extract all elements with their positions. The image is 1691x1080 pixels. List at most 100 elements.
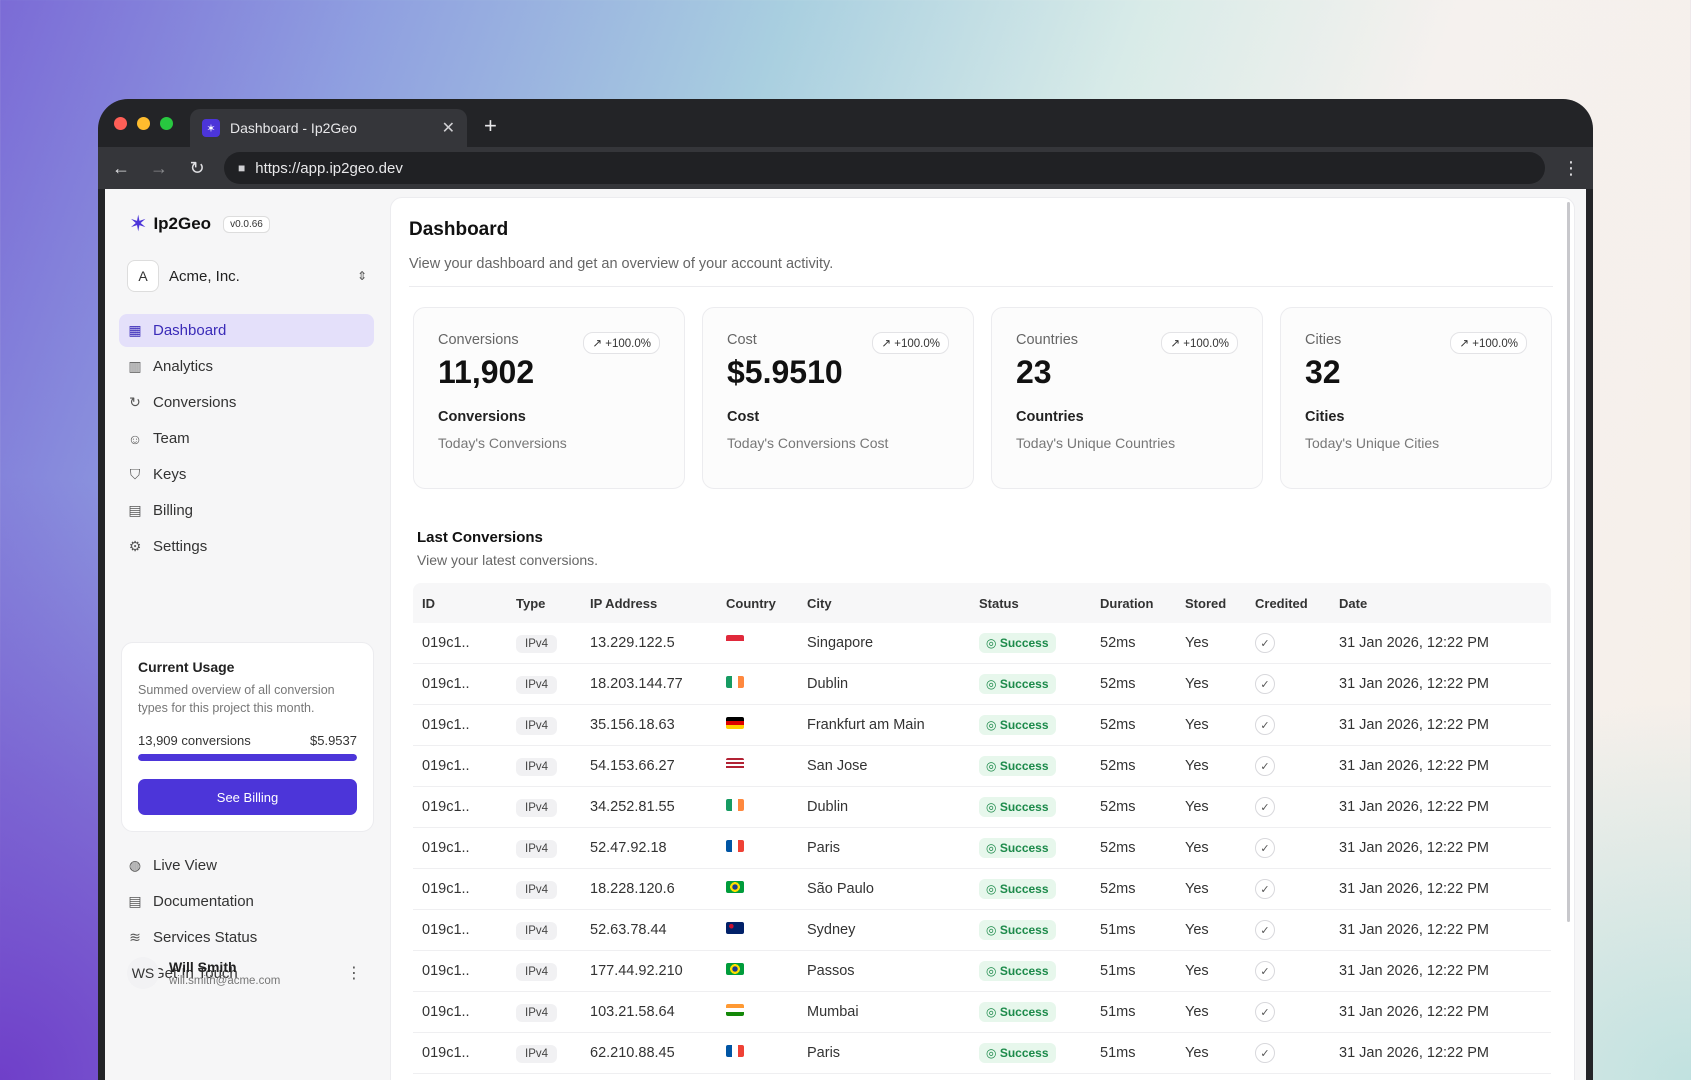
org-name: Acme, Inc. — [169, 267, 240, 285]
sidebar-item-documentation[interactable]: ▤ Documentation — [119, 885, 374, 918]
cell-country — [726, 758, 807, 774]
chevron-updown-icon: ⇕ — [356, 269, 367, 283]
cell-credited: ✓ — [1255, 1043, 1339, 1063]
cell-id: 019c1.. — [422, 1045, 470, 1061]
cell-date: 31 Jan 2026, 12:22 PM — [1339, 1045, 1489, 1061]
status-badge: ◎ Success — [979, 715, 1056, 735]
column-header-status[interactable]: Status — [979, 595, 1019, 611]
sidebar-item-billing[interactable]: ▤ Billing — [119, 494, 374, 527]
status-badge: ◎ Success — [979, 879, 1056, 899]
usage-card: Current Usage Summed overview of all con… — [121, 642, 374, 832]
type-badge: IPv4 — [516, 1004, 558, 1022]
table-row[interactable]: 019c1.. IPv4 18.228.120.6 São Paulo ◎ Succes… — [413, 869, 1551, 910]
sidebar-item-dashboard[interactable]: ▦ Dashboard — [119, 314, 374, 347]
usage-progress-fill — [138, 754, 357, 761]
cell-stored: Yes — [1185, 922, 1209, 938]
table-row[interactable]: 019c1.. IPv4 52.47.92.18 Paris ◎ Success 52ms… — [413, 828, 1551, 869]
column-header-date[interactable]: Date — [1339, 595, 1368, 611]
cell-city: Paris — [807, 1045, 841, 1061]
table-row[interactable]: 019c1.. IPv4 18.203.144.77 Dublin ◎ Success 5… — [413, 664, 1551, 705]
maximize-window-button[interactable] — [160, 117, 173, 130]
minimize-window-button[interactable] — [137, 117, 150, 130]
table-row[interactable]: 019c1.. IPv4 103.21.58.64 Mumbai ◎ Success 51… — [413, 992, 1551, 1033]
column-header-country[interactable]: Country — [726, 595, 776, 611]
sidebar-item-live-view[interactable]: ◍ Live View — [119, 849, 374, 882]
users-icon: ☺ — [127, 430, 143, 447]
conversions-table: ID Type IP Address Country City Status Duratio… — [413, 583, 1551, 1074]
cell-duration: 52ms — [1100, 881, 1136, 897]
flag-au-icon — [726, 922, 744, 934]
column-header-ip-address[interactable]: IP Address — [590, 595, 658, 611]
cell-id: 019c1.. — [422, 799, 470, 815]
cell-credited: ✓ — [1255, 838, 1339, 858]
stat-description: Today's Unique Countries — [1016, 435, 1176, 451]
table-row[interactable]: 019c1.. IPv4 62.210.88.45 Paris ◎ Success 51m… — [413, 1033, 1551, 1074]
sidebar-item-label: Dashboard — [153, 322, 227, 339]
sidebar-item-label: Live View — [153, 857, 217, 874]
sidebar-item-analytics[interactable]: ▥ Analytics — [119, 350, 374, 383]
trend-badge: ↗ +100.0% — [1161, 332, 1238, 354]
table-row[interactable]: 019c1.. IPv4 54.153.66.27 San Jose ◎ Success… — [413, 746, 1551, 787]
sidebar-item-team[interactable]: ☺ Team — [119, 422, 374, 455]
column-header-city[interactable]: City — [807, 595, 832, 611]
divider — [409, 286, 1553, 287]
close-tab-icon[interactable]: ✕ — [441, 120, 455, 137]
new-tab-button[interactable]: + — [484, 113, 497, 138]
column-header-credited[interactable]: Credited — [1255, 595, 1308, 611]
sidebar-item-keys[interactable]: ⛉ Keys — [119, 458, 374, 491]
see-billing-button[interactable]: See Billing — [138, 779, 357, 815]
status-label: Success — [999, 759, 1049, 773]
table-row[interactable]: 019c1.. IPv4 13.229.122.5 Singapore ◎ Succes… — [413, 623, 1551, 664]
type-badge: IPv4 — [516, 840, 558, 858]
section-subtitle: View your latest conversions. — [417, 552, 599, 568]
browser-tab[interactable]: ✶ Dashboard - Ip2Geo ✕ — [190, 109, 467, 147]
cell-date: 31 Jan 2026, 12:22 PM — [1339, 676, 1489, 692]
stat-value: $5.9510 — [727, 354, 843, 390]
cell-city: Frankfurt am Main — [807, 717, 925, 733]
usage-title: Current Usage — [138, 659, 235, 675]
cell-status: ◎ Success — [979, 1043, 1100, 1063]
status-label: Success — [999, 718, 1049, 732]
status-badge: ◎ Success — [979, 674, 1056, 694]
cell-date: 31 Jan 2026, 12:22 PM — [1339, 881, 1489, 897]
cell-stored: Yes — [1185, 881, 1209, 897]
status-label: Success — [999, 964, 1049, 978]
back-button[interactable]: ← — [112, 157, 130, 178]
trend-badge: ↗ +100.0% — [872, 332, 949, 354]
more-vertical-icon[interactable]: ⋮ — [346, 965, 362, 982]
type-badge: IPv4 — [516, 963, 558, 981]
table-row[interactable]: 019c1.. IPv4 177.44.92.210 Passos ◎ Success 5… — [413, 951, 1551, 992]
type-badge: IPv4 — [516, 799, 558, 817]
column-header-type[interactable]: Type — [516, 595, 546, 611]
brand[interactable]: ✶ Ip2Geo v0.0.66 — [129, 211, 270, 237]
user-menu[interactable]: WS Will Smith will.smith@acme.com ⋮ — [127, 957, 362, 989]
stat-label: Conversions — [438, 332, 519, 348]
cell-city: San Jose — [807, 758, 868, 774]
sidebar-item-services-status[interactable]: ≋ Services Status — [119, 921, 374, 954]
table-row[interactable]: 019c1.. IPv4 35.156.18.63 Frankfurt am Main… — [413, 705, 1551, 746]
flag-ie-icon — [726, 676, 744, 688]
check-circle-icon: ◎ — [986, 964, 1000, 978]
forward-button[interactable]: → — [150, 157, 168, 178]
sidebar-item-conversions[interactable]: ↻ Conversions — [119, 386, 374, 419]
table-row[interactable]: 019c1.. IPv4 34.252.81.55 Dublin ◎ Success 52… — [413, 787, 1551, 828]
column-header-duration[interactable]: Duration — [1100, 595, 1154, 611]
scrollbar[interactable] — [1567, 202, 1570, 922]
status-badge: ◎ Success — [979, 838, 1056, 858]
cell-city: Paris — [807, 840, 841, 856]
close-window-button[interactable] — [114, 117, 127, 130]
table-row[interactable]: 019c1.. IPv4 52.63.78.44 Sydney ◎ Success 51m… — [413, 910, 1551, 951]
sidebar-item-settings[interactable]: ⚙ Settings — [119, 530, 374, 563]
cell-city: Dublin — [807, 799, 849, 815]
cell-credited: ✓ — [1255, 715, 1339, 735]
column-header-stored[interactable]: Stored — [1185, 595, 1227, 611]
reload-button[interactable]: ↻ — [189, 157, 205, 178]
stat-value: 32 — [1305, 354, 1341, 390]
url-field[interactable]: ■ https://app.ip2geo.dev — [224, 152, 1545, 184]
org-switcher[interactable]: A Acme, Inc. ⇕ — [127, 259, 367, 293]
status-label: Success — [999, 636, 1049, 650]
status-badge: ◎ Success — [979, 756, 1056, 776]
column-header-id[interactable]: ID — [422, 595, 435, 611]
browser-menu-button[interactable]: ⋮ — [1562, 157, 1580, 178]
tab-title: Dashboard - Ip2Geo — [230, 120, 357, 136]
